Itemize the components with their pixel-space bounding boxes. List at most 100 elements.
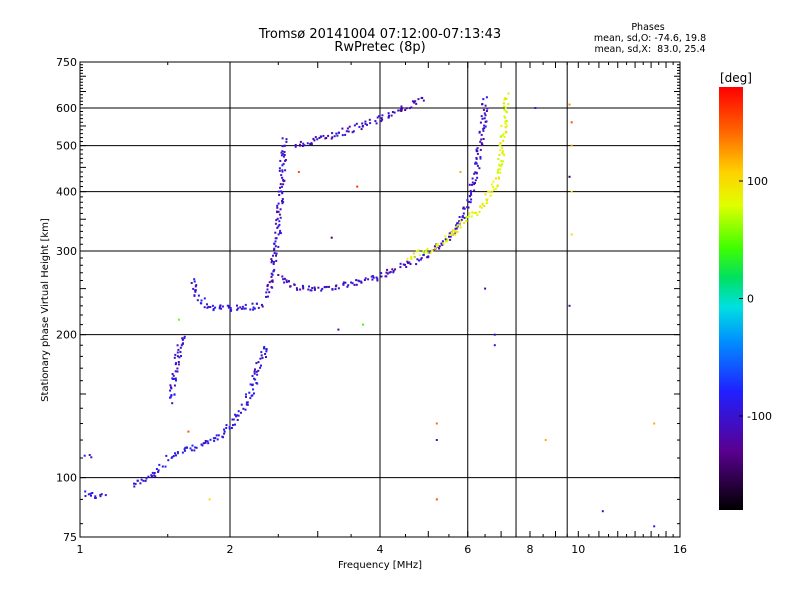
trace-point-f1-cusp (280, 151, 283, 154)
trace-point-f1-cusp (278, 213, 281, 216)
x-tick-labels: 1 2 4 6 8 10 16 (77, 543, 688, 556)
trace-point-e-region-trace (212, 437, 215, 440)
trace-point-f1-cusp (274, 237, 277, 240)
trace-point-es-f1-trace (229, 307, 232, 309)
trace-point-f2-extraordinary-trace (476, 214, 479, 217)
trace-point-f1-cusp (270, 275, 273, 278)
trace-point-f1-cusp (278, 167, 281, 170)
trace-point-e-region-trace (87, 493, 90, 496)
trace-point-f2-extraordinary-trace (500, 135, 503, 138)
trace-point-e-region-trace (253, 372, 256, 375)
trace-point-f2-ordinary-trace (483, 127, 486, 130)
trace-point-f2-extraordinary-trace (473, 211, 476, 214)
scatter-point (435, 422, 438, 425)
trace-point-f2-ordinary-trace (473, 183, 476, 186)
trace-point-f2-extraordinary-trace (503, 108, 506, 111)
trace-point-f2-ordinary-trace (392, 270, 395, 272)
trace-point-e-region-trace (232, 424, 234, 427)
trace-point-multiple-echo (361, 125, 364, 128)
trace-point-e-region-trace (100, 493, 103, 496)
trace-point-f2-extraordinary-trace (446, 238, 449, 241)
trace-point-e-region-trace (236, 414, 239, 417)
trace-point-es-f1-trace (240, 307, 243, 310)
trace-point-f2-extraordinary-trace (495, 177, 497, 180)
trace-point-f2-ordinary-trace (440, 242, 443, 245)
trace-point-es-f1-trace (229, 309, 232, 312)
trace-point-es-f1-trace (173, 393, 176, 396)
trace-point-f1-cusp (273, 242, 276, 245)
trace-point-multiple-echo (415, 102, 418, 105)
trace-point-es-f1-trace (170, 386, 172, 389)
trace-point-f2-ordinary-trace (360, 280, 363, 283)
scatter-point (484, 287, 487, 290)
trace-point-e-region-trace (94, 495, 97, 498)
trace-point-f2-ordinary-trace (485, 110, 488, 112)
trace-point-f2-ordinary-trace (337, 287, 340, 290)
y-tick-label: 100 (56, 472, 77, 485)
trace-point-f2-extraordinary-trace (475, 211, 478, 214)
scatter-point (570, 121, 573, 124)
y-tick-label: 400 (56, 186, 77, 199)
trace-point-es-f1-trace (203, 306, 206, 309)
trace-point-es-f1-trace (244, 303, 247, 306)
trace-point-e-region-trace (242, 407, 245, 410)
trace-point-f2-ordinary-trace (448, 235, 450, 238)
trace-point-es-f1-trace (175, 362, 177, 365)
trace-point-multiple-echo (294, 145, 297, 148)
trace-point-f2-extraordinary-trace (445, 240, 447, 243)
trace-point-es-f1-trace (194, 285, 197, 288)
trace-point-e-region-trace (261, 356, 264, 359)
trace-point-multiple-echo (294, 144, 297, 146)
trace-point-f2-extraordinary-trace (497, 168, 500, 171)
trace-point-f2-ordinary-trace (409, 263, 412, 265)
trace-point-e-region-trace (231, 418, 234, 421)
trace-point-multiple-echo (390, 114, 393, 117)
trace-point-multiple-echo (331, 136, 334, 139)
trace-point-multiple-echo (303, 144, 306, 147)
trace-point-f2-ordinary-trace (482, 129, 485, 132)
trace-point-f2-ordinary-trace (476, 164, 479, 167)
trace-point-f1-cusp (281, 191, 284, 194)
trace-point-e-region-trace (221, 435, 224, 438)
trace-point-f2-extraordinary-trace (496, 184, 499, 187)
trace-point-f2-extraordinary-trace (423, 252, 426, 254)
trace-point-es-f1-trace (252, 308, 255, 311)
trace-point-f2-extraordinary-trace (489, 191, 491, 194)
trace-point-f2-ordinary-trace (469, 201, 472, 204)
trace-point-e-region-trace (161, 465, 164, 468)
trace-point-e-region-trace (193, 449, 196, 452)
y-tick-label: 500 (56, 140, 77, 153)
trace-point-e-region-trace (176, 451, 179, 454)
trace-point-f2-extraordinary-trace (454, 233, 457, 236)
scatter-point (493, 344, 496, 347)
trace-point-e-region-trace (265, 356, 267, 358)
y-tick-labels: 75 100 200 300 400 500 600 750 (56, 56, 77, 544)
trace-point-es-f1-trace (212, 308, 215, 310)
trace-point-f2-ordinary-trace (478, 130, 481, 133)
trace-point-multiple-echo (355, 122, 358, 125)
trace-point-multiple-echo (417, 98, 420, 101)
trace-point-f2-extraordinary-trace (504, 106, 507, 109)
scatter-point (208, 498, 211, 501)
trace-point-f2-ordinary-trace (474, 171, 477, 174)
trace-point-f2-ordinary-trace (471, 177, 474, 180)
trace-point-es-f1-trace (206, 306, 209, 309)
trace-point-f2-ordinary-trace (460, 218, 463, 221)
trace-point-f2-extraordinary-trace (451, 229, 454, 232)
trace-point-e-region-trace (158, 463, 161, 466)
x-tick-label: 4 (377, 543, 384, 556)
trace-point-es-f1-trace (253, 307, 256, 310)
trace-point-f2-ordinary-trace (296, 288, 299, 291)
trace-point-es-f1-trace (236, 308, 239, 311)
scatter-point (570, 190, 573, 193)
trace-point-f2-extraordinary-trace (497, 158, 500, 160)
trace-point-f2-ordinary-trace (476, 147, 479, 150)
trace-point-f1-cusp (281, 150, 284, 153)
trace-point-f2-ordinary-trace (370, 275, 373, 278)
trace-point-es-f1-trace (174, 363, 177, 366)
trace-point-e-region-trace (194, 446, 197, 449)
trace-point-f2-extraordinary-trace (413, 256, 416, 259)
trace-point-f2-extraordinary-trace (463, 221, 466, 224)
trace-point-f1-cusp (270, 272, 273, 275)
